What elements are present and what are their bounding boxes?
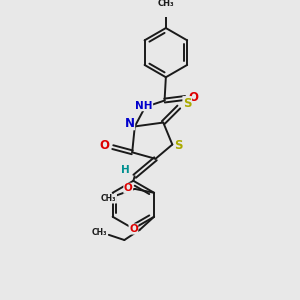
Text: O: O <box>189 92 199 104</box>
Text: N: N <box>124 117 135 130</box>
Text: NH: NH <box>135 101 153 111</box>
Text: O: O <box>129 224 138 234</box>
Text: CH₃: CH₃ <box>101 194 117 203</box>
Text: O: O <box>99 140 110 152</box>
Text: S: S <box>175 140 183 152</box>
Text: CH₃: CH₃ <box>158 0 174 8</box>
Text: S: S <box>183 97 191 110</box>
Text: O: O <box>124 183 133 193</box>
Text: CH₃: CH₃ <box>92 228 107 237</box>
Text: H: H <box>121 165 130 175</box>
